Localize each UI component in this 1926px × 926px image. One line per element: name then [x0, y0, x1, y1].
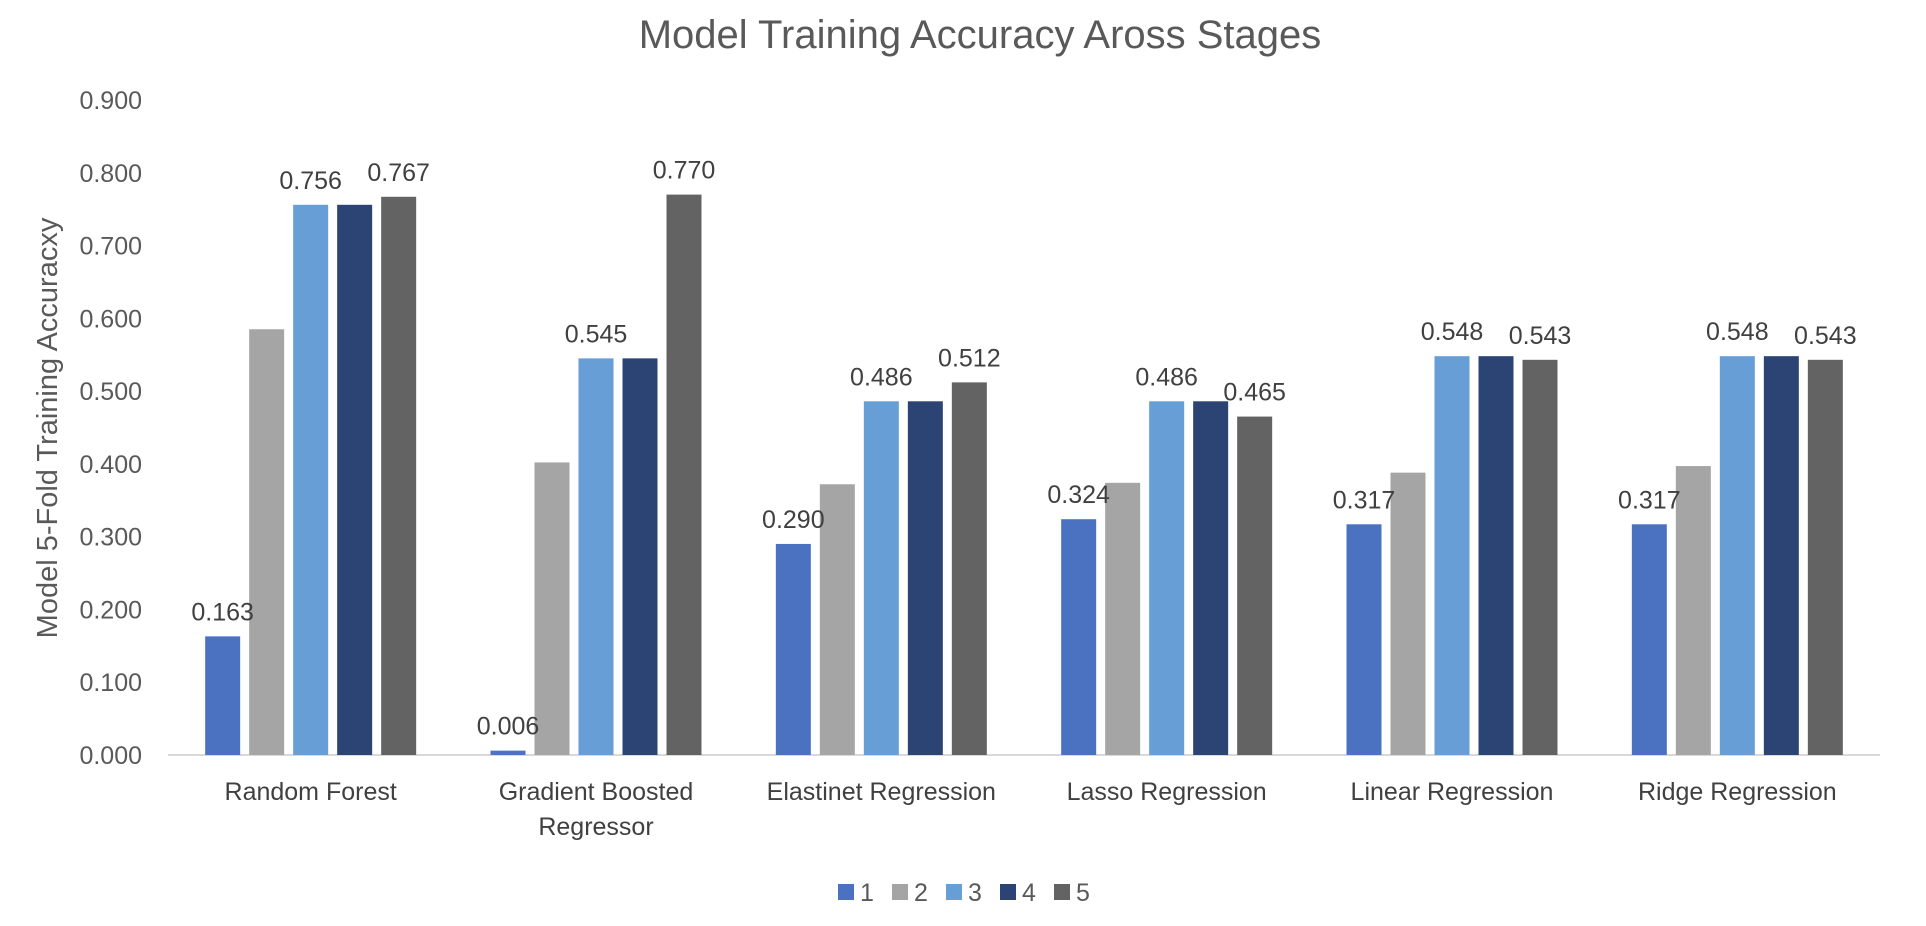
y-tick-label: 0.500 [79, 378, 142, 406]
bar-series-5-cat-2 [951, 382, 987, 755]
legend-swatch-4 [1000, 884, 1016, 900]
bars-group [205, 194, 1843, 756]
bar-series-3-cat-2 [863, 401, 899, 755]
data-labels-group: 0.163 0.756 0.767 0.006 0.545 0.770 0.290 0.486… [191, 157, 1856, 741]
legend-label-3: 3 [968, 879, 982, 907]
x-tick-label: Lasso Regression [1067, 778, 1267, 806]
bar-series-5-cat-4 [1522, 359, 1558, 755]
data-label: 0.006 [477, 713, 540, 741]
legend-label-1: 1 [860, 879, 874, 907]
y-tick-label: 0.000 [79, 742, 142, 770]
y-tick-label: 0.900 [79, 87, 142, 115]
bar-series-1-cat-4 [1346, 524, 1382, 755]
data-label: 0.324 [1047, 481, 1110, 509]
y-tick-label: 0.300 [79, 524, 142, 552]
bar-series-1-cat-5 [1631, 524, 1667, 755]
data-label: 0.545 [565, 320, 628, 348]
bar-series-5-cat-5 [1807, 359, 1843, 755]
data-label: 0.290 [762, 506, 825, 534]
bar-series-1-cat-2 [775, 543, 811, 755]
y-tick-label: 0.100 [79, 669, 142, 697]
x-tick-label: Gradient Boosted [499, 778, 694, 806]
data-label: 0.767 [367, 159, 430, 187]
legend-label-2: 2 [914, 879, 928, 907]
x-tick-label: Ridge Regression [1638, 778, 1837, 806]
bar-series-4-cat-5 [1763, 356, 1799, 755]
y-tick-label: 0.200 [79, 596, 142, 624]
bar-series-2-cat-0 [249, 329, 285, 755]
data-label: 0.465 [1223, 379, 1286, 407]
y-tick-label: 0.800 [79, 160, 142, 188]
bar-series-2-cat-5 [1675, 466, 1711, 755]
x-tick-label: Regressor [538, 813, 653, 841]
data-label: 0.543 [1794, 322, 1857, 350]
legend-swatch-2 [892, 884, 908, 900]
y-tick-label: 0.700 [79, 233, 142, 261]
y-tick-label: 0.400 [79, 451, 142, 479]
y-axis-ticks: 0.000 0.100 0.200 0.300 0.400 0.500 0.600 0.700… [79, 87, 142, 770]
data-label: 0.317 [1618, 486, 1681, 514]
y-tick-label: 0.600 [79, 305, 142, 333]
legend: 1 2 3 4 5 [838, 879, 1090, 907]
x-tick-label: Elastinet Regression [767, 778, 996, 806]
bar-series-3-cat-1 [578, 358, 614, 755]
legend-swatch-1 [838, 884, 854, 900]
data-label: 0.486 [850, 363, 913, 391]
bar-series-1-cat-0 [205, 636, 241, 755]
bar-series-2-cat-2 [819, 484, 855, 755]
x-tick-label: Linear Regression [1351, 778, 1554, 806]
bar-series-1-cat-1 [490, 750, 526, 755]
data-label: 0.548 [1421, 318, 1484, 346]
bar-series-4-cat-1 [622, 358, 658, 755]
bar-series-3-cat-5 [1719, 356, 1755, 755]
data-label: 0.756 [279, 167, 342, 195]
bar-series-1-cat-3 [1061, 519, 1097, 755]
bar-series-5-cat-1 [666, 194, 702, 756]
x-axis-ticks: Random Forest Gradient Boosted Regressor El… [225, 778, 1837, 841]
y-axis-label: Model 5-Fold Training Accuracxy [32, 217, 64, 638]
data-label: 0.548 [1706, 318, 1769, 346]
bar-series-3-cat-0 [293, 204, 329, 756]
bar-series-3-cat-3 [1149, 401, 1185, 755]
data-label: 0.486 [1135, 363, 1198, 391]
data-label: 0.163 [191, 598, 254, 626]
chart-title: Model Training Accuracy Aross Stages [639, 13, 1322, 57]
data-label: 0.317 [1333, 486, 1396, 514]
bar-series-5-cat-0 [381, 196, 417, 756]
legend-swatch-3 [946, 884, 962, 900]
bar-series-4-cat-0 [337, 204, 373, 756]
bar-series-4-cat-4 [1478, 356, 1514, 755]
bar-series-2-cat-4 [1390, 472, 1426, 755]
data-label: 0.543 [1509, 322, 1572, 350]
legend-label-4: 4 [1022, 879, 1036, 907]
bar-series-5-cat-3 [1237, 416, 1273, 755]
bar-series-3-cat-4 [1434, 356, 1470, 755]
bar-series-4-cat-2 [907, 401, 943, 755]
legend-swatch-5 [1054, 884, 1070, 900]
bar-series-2-cat-3 [1105, 482, 1141, 755]
x-tick-label: Random Forest [225, 778, 397, 806]
bar-series-2-cat-1 [534, 462, 570, 755]
legend-label-5: 5 [1076, 879, 1090, 907]
data-label: 0.512 [938, 344, 1001, 372]
bar-series-4-cat-3 [1193, 401, 1229, 755]
data-label: 0.770 [653, 157, 716, 185]
